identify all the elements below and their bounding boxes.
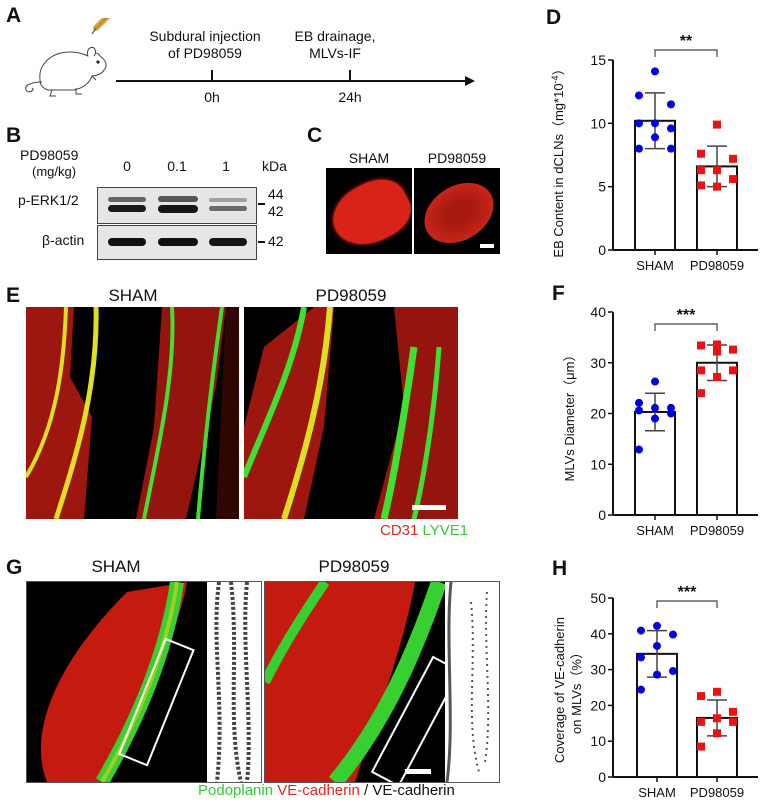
treatment-label: PD98059 (20, 147, 79, 163)
y-axis-label: EB Content in dCLNs（mg*10-4） (550, 62, 566, 257)
stain-ve-cadherin-gray: VE-cadherin (372, 782, 455, 799)
panel-label-g: G (6, 556, 23, 579)
svg-text:0: 0 (598, 507, 606, 523)
svg-text:10: 10 (590, 733, 606, 749)
stain-cd31: CD31 (380, 522, 419, 539)
panel-label-e: E (6, 284, 21, 307)
panel-label-h: H (552, 557, 568, 580)
svg-text:30: 30 (590, 355, 606, 371)
svg-text:MLVs Diameter（μm）: MLVs Diameter（μm） (562, 349, 577, 482)
stain-legend-g: Podoplanin VE-cadherin / VE-cadherin (198, 782, 455, 799)
svg-text:10: 10 (590, 456, 606, 472)
blot-actin (97, 225, 257, 260)
svg-text:EB Content in dCLNs（mg*10-4）: EB Content in dCLNs（mg*10-4） (550, 62, 566, 257)
marker-42: 42 (268, 203, 284, 219)
blot-label-actin: β-actin (42, 232, 85, 248)
mlv-image-sham (26, 307, 239, 519)
svg-text:SHAM: SHAM (636, 258, 674, 273)
lymph-node-image-pd (414, 168, 500, 254)
svg-text:on MLVs（%）: on MLVs（%） (569, 646, 584, 734)
svg-text:15: 15 (590, 52, 606, 68)
dose-1: 1 (222, 158, 230, 174)
svg-text:SHAM: SHAM (636, 523, 674, 538)
syringe-icon (91, 18, 111, 35)
time-24h: 24h (338, 89, 362, 105)
timeline-arrow (116, 70, 475, 86)
marker-42-actin: 42 (268, 233, 284, 249)
svg-text:0: 0 (598, 769, 606, 785)
mlv-image-pd (244, 307, 458, 519)
kda-label: kDa (262, 158, 287, 174)
y-axis-label: Coverage of VE-cadherin on MLVs（%） (552, 617, 584, 763)
svg-text:SHAM: SHAM (638, 785, 676, 800)
ve-cadherin-image-pd (264, 581, 500, 783)
stain-podoplanin: Podoplanin (198, 782, 274, 799)
svg-text:***: *** (678, 584, 697, 601)
stain-legend-e: CD31 LYVE1 (380, 522, 468, 539)
lymph-node-image-sham (326, 168, 412, 254)
svg-text:PD98059: PD98059 (690, 785, 744, 800)
marker-tick (258, 203, 265, 205)
event-injection-label: Subdural injection of PD98059 (130, 28, 280, 62)
ve-cadherin-image-sham (26, 581, 262, 783)
time-0h: 0h (204, 89, 220, 105)
group-label-sham: SHAM (348, 150, 390, 166)
chart-h: Coverage of VE-cadherin on MLVs（%） 0 10 20… (552, 584, 758, 800)
svg-text:40: 40 (590, 626, 606, 642)
marker-44: 44 (268, 186, 284, 202)
svg-text:0: 0 (598, 242, 606, 258)
event-drainage-label: EB drainage, MLVs-IF (280, 28, 390, 62)
panel-label-a: A (6, 4, 22, 27)
svg-text:Coverage of VE-cadherin: Coverage of VE-cadherin (552, 617, 567, 763)
panel-label-d: D (546, 6, 562, 29)
svg-text:50: 50 (590, 590, 606, 606)
event-bottom-text: MLVs-IF (309, 45, 361, 61)
panel-label-c: C (307, 124, 323, 147)
group-label-sham: SHAM (91, 557, 141, 576)
stain-ve-cadherin: VE-cadherin (277, 782, 360, 799)
event-bottom-text: of PD98059 (168, 45, 242, 61)
unit-label: (mg/kg) (32, 164, 77, 179)
panel-label-b: B (6, 124, 22, 147)
svg-text:**: ** (680, 33, 693, 50)
dose-0: 0 (123, 158, 131, 174)
group-label-pd: PD98059 (427, 150, 487, 166)
group-label-pd: PD98059 (315, 286, 387, 305)
panel-label-f: F (552, 282, 565, 305)
scale-bar (412, 505, 446, 510)
svg-text:30: 30 (590, 662, 606, 678)
svg-text:20: 20 (590, 406, 606, 422)
event-top-text: EB drainage, (294, 28, 376, 44)
blot-label-perk: p-ERK1/2 (18, 192, 79, 208)
group-label-pd: PD98059 (318, 557, 390, 576)
marker-tick (258, 241, 265, 243)
mouse-icon (25, 18, 111, 97)
chart-d: EB Content in dCLNs（mg*10-4） 0 5 10 15 SHAM P… (550, 33, 758, 273)
stain-lyve1: LYVE1 (422, 522, 469, 539)
svg-text:10: 10 (590, 115, 606, 131)
event-top-text: Subdural injection (149, 28, 261, 44)
chart-f: MLVs Diameter（μm） 0 10 20 30 40 SHAM PD98059 *… (562, 304, 758, 538)
roi-box (117, 637, 195, 767)
dose-0.1: 0.1 (167, 158, 187, 174)
stain-separator: / (363, 782, 369, 799)
svg-text:***: *** (677, 307, 696, 324)
svg-text:PD98059: PD98059 (690, 523, 744, 538)
y-axis-label: MLVs Diameter（μm） (562, 349, 577, 482)
group-label-sham: SHAM (108, 286, 158, 305)
blot-perk (97, 187, 257, 224)
svg-text:40: 40 (590, 304, 606, 320)
svg-text:PD98059: PD98059 (690, 258, 744, 273)
scale-bar (405, 769, 431, 774)
svg-text:20: 20 (590, 697, 606, 713)
scale-bar (480, 244, 494, 248)
svg-text:5: 5 (598, 179, 606, 195)
